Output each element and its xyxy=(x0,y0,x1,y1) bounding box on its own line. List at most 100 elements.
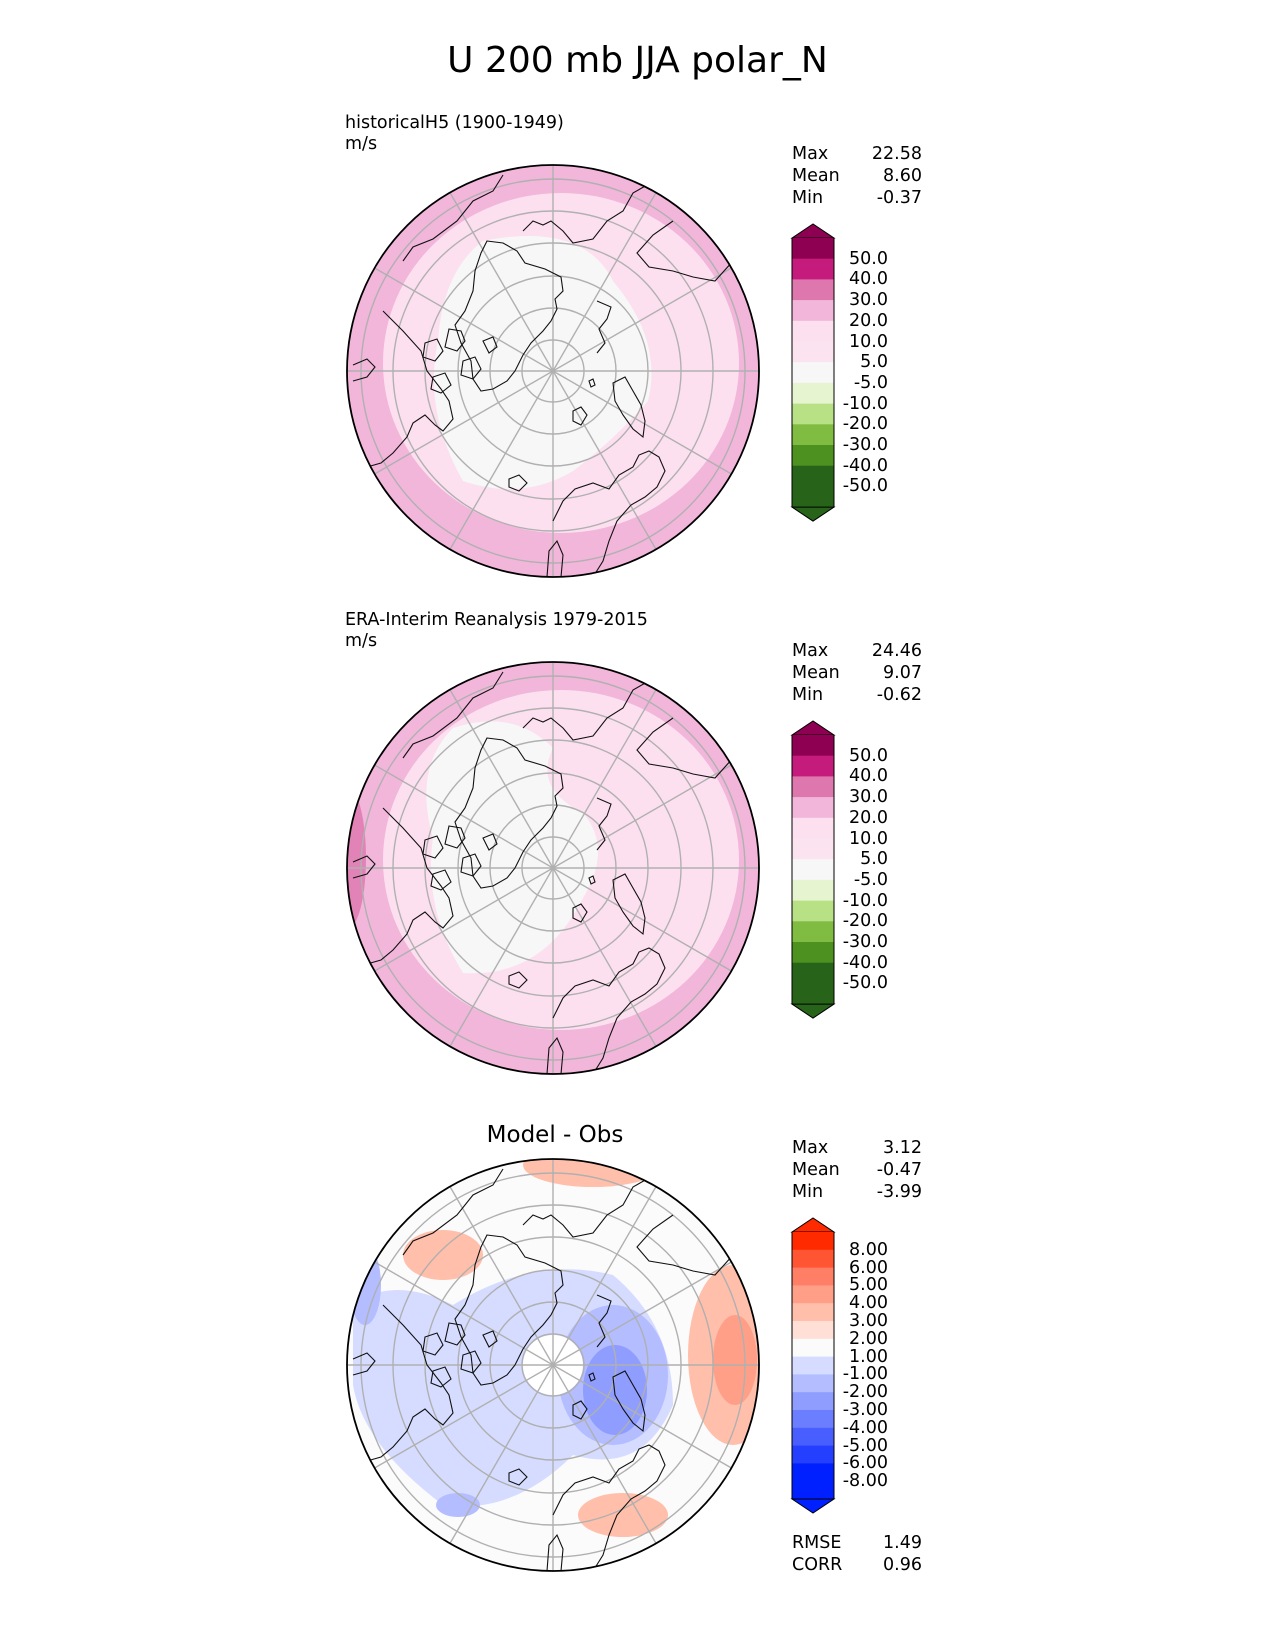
panel1-title: historicalH5 (1900-1949) m/s xyxy=(345,113,564,155)
colorbar-3-tick-label: 6.00 xyxy=(849,1257,888,1278)
colorbar-2-bin xyxy=(792,735,834,757)
map-border-1 xyxy=(346,164,760,578)
colorbar-1-tick-label: 50.0 xyxy=(849,248,888,269)
panel3-stats: Max 3.12 Mean -0.47 Min -3.99 xyxy=(792,1138,922,1202)
colorbar-1-bin xyxy=(792,341,834,363)
colorbar-1-tick-label: 40.0 xyxy=(849,269,888,290)
colorbar-3 xyxy=(790,1217,836,1514)
panel3-mean: -0.47 xyxy=(876,1160,922,1180)
figure-title: U 200 mb JJA polar_N xyxy=(447,40,828,81)
colorbar-2-tick-label: 50.0 xyxy=(849,745,888,766)
colorbar-1-bin xyxy=(792,465,834,487)
colorbar-2-tick-label: -20.0 xyxy=(842,911,888,932)
colorbar-2-tick-label: -50.0 xyxy=(842,973,888,994)
colorbar-1-tick-label: -20.0 xyxy=(842,414,888,435)
panel1-min: -0.37 xyxy=(876,188,922,208)
panel2-title-text: ERA-Interim Reanalysis 1979-2015 xyxy=(345,610,648,630)
colorbar-3-bin xyxy=(792,1410,834,1429)
colorbar-3-tick-label: 5.00 xyxy=(849,1275,888,1296)
colorbar-3-bin xyxy=(792,1427,834,1447)
colorbar-1-tick-label: -10.0 xyxy=(842,393,888,414)
colorbar-2-bin xyxy=(792,921,834,943)
colorbar-3-bin xyxy=(792,1303,834,1322)
panel1-title-text: historicalH5 (1900-1949) xyxy=(345,113,564,133)
colorbar-3-bin xyxy=(792,1481,834,1500)
panel1-mean: 8.60 xyxy=(883,166,922,186)
panel2-mean: 9.07 xyxy=(883,663,922,683)
colorbar-1-bin xyxy=(792,486,834,508)
colorbar-3-tick-label: -8.00 xyxy=(842,1471,888,1492)
colorbar-3-tick-label: 2.00 xyxy=(849,1328,888,1349)
colorbar-3-bin xyxy=(792,1338,834,1358)
colorbar-1-tick-label: -5.0 xyxy=(853,372,888,393)
panel3-title: Model - Obs xyxy=(486,1122,624,1148)
colorbar-3-tick-label: 4.00 xyxy=(849,1293,888,1314)
map-panel-3 xyxy=(346,1158,760,1572)
panel2-max: 24.46 xyxy=(871,641,922,661)
colorbar-3-tick-label: -4.00 xyxy=(842,1417,888,1438)
colorbar-1-bin xyxy=(792,445,834,467)
map-border-2 xyxy=(346,661,760,1075)
map-panel-2 xyxy=(346,661,760,1075)
colorbar-2-tick-label: 20.0 xyxy=(849,807,888,828)
panel2-stats: Max 24.46 Mean 9.07 Min -0.62 xyxy=(792,641,922,705)
colorbar-1-tick-label: -50.0 xyxy=(842,476,888,497)
panel1-max: 22.58 xyxy=(871,144,922,164)
colorbar-1-bin xyxy=(792,403,834,425)
colorbar-3-tick-label: -1.00 xyxy=(842,1364,888,1385)
colorbar-3-bin xyxy=(792,1392,834,1411)
colorbar-2-tick-label: -40.0 xyxy=(842,952,888,973)
graticule-3 xyxy=(347,1159,759,1571)
map-fill-1 xyxy=(347,165,759,577)
colorbar-2-tick-label: 5.0 xyxy=(860,849,888,870)
panel2-title: ERA-Interim Reanalysis 1979-2015 m/s xyxy=(345,610,648,652)
colorbar-1 xyxy=(790,223,836,522)
colorbar-3-tick-label: -2.00 xyxy=(842,1382,888,1403)
graticule-2 xyxy=(347,662,759,1074)
colorbar-2-tick-label: -10.0 xyxy=(842,890,888,911)
colorbar-2-tick-label: 10.0 xyxy=(849,828,888,849)
colorbar-1-bin xyxy=(792,362,834,384)
panel3-min: -3.99 xyxy=(876,1182,922,1202)
colorbar-2-bin xyxy=(792,776,834,798)
colorbar-3-tick-label: 8.00 xyxy=(849,1239,888,1260)
colorbar-2-bin xyxy=(792,879,834,902)
colorbar-1-tick-label: 20.0 xyxy=(849,310,888,331)
colorbar-1-bin xyxy=(792,258,834,280)
colorbar-2-bin xyxy=(792,983,834,1005)
panel3-metrics: RMSE 1.49 CORR 0.96 xyxy=(792,1533,922,1575)
panel2-min: -0.62 xyxy=(876,685,922,705)
map-fill-3 xyxy=(347,1159,759,1571)
colorbar-2-tick-label: -30.0 xyxy=(842,932,888,952)
colorbar-3-bin xyxy=(792,1356,834,1375)
colorbar-3-bin xyxy=(792,1267,834,1286)
colorbar-3-tick-label: 1.00 xyxy=(849,1346,888,1367)
colorbar-2-bin xyxy=(792,962,834,984)
colorbar-3-tick-label: -3.00 xyxy=(842,1400,888,1420)
colorbar-3-bin xyxy=(792,1321,834,1340)
colorbar-2-bin xyxy=(792,859,834,881)
colorbar-1-tick-label: 10.0 xyxy=(849,331,888,352)
colorbar-3-bin xyxy=(792,1285,834,1304)
colorbar-1-bin xyxy=(792,320,834,342)
colorbar-3-tick-label: 3.00 xyxy=(849,1311,888,1331)
colorbar-3-bin xyxy=(792,1463,834,1482)
colorbar-1-bin xyxy=(792,424,834,446)
colorbar-1-bin xyxy=(792,279,834,301)
colorbar-2-tick-label: 40.0 xyxy=(849,766,888,787)
colorbar-2-bin xyxy=(792,755,834,777)
colorbar-2-bin xyxy=(792,838,834,860)
colorbar-1-tick-label: 5.0 xyxy=(860,352,888,373)
colorbar-1-tick-label: 30.0 xyxy=(849,290,888,311)
colorbar-2-bin xyxy=(792,900,834,922)
map-panel-1 xyxy=(346,164,760,578)
colorbar-1-bin xyxy=(792,238,834,260)
panel1-units: m/s xyxy=(345,134,378,154)
colorbar-1-bin xyxy=(792,382,834,405)
graticule-1 xyxy=(347,165,759,577)
colorbar-2 xyxy=(790,720,836,1019)
colorbar-2-bin xyxy=(792,817,834,839)
panel2-units: m/s xyxy=(345,631,378,651)
colorbar-1-tick-label: -30.0 xyxy=(842,435,888,455)
colorbar-3-tick-label: -5.00 xyxy=(842,1435,888,1456)
